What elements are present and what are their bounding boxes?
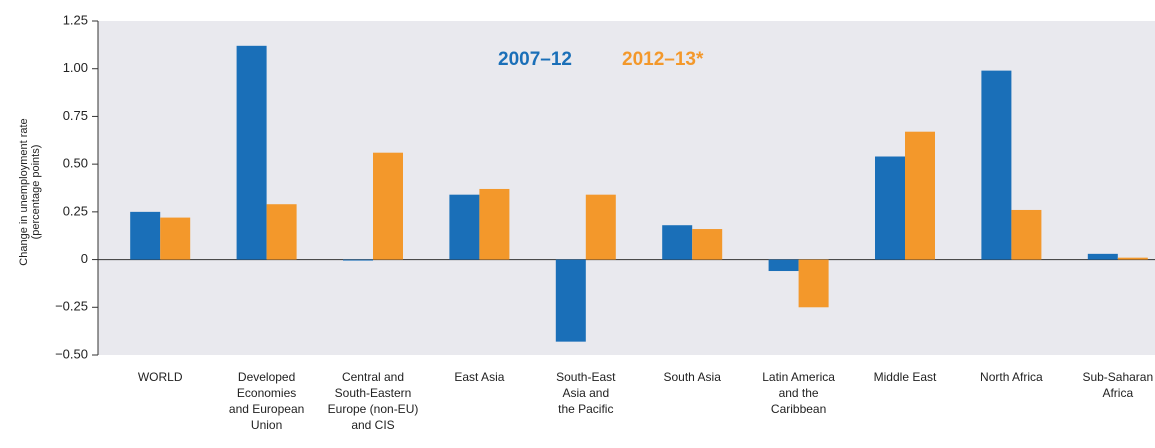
- y-axis-label: Change in unemployment rate (percentage …: [18, 118, 42, 266]
- y-tick-label: −0.50: [55, 346, 88, 361]
- legend-label: 2007–12: [498, 49, 572, 70]
- bar: [1117, 257, 1148, 260]
- x-tick-label: North Africa: [980, 370, 1043, 384]
- y-tick-label: 1.00: [63, 60, 88, 75]
- bar: [160, 217, 191, 260]
- bar: [981, 70, 1012, 260]
- bar: [768, 259, 799, 272]
- y-tick-label: 0.25: [63, 203, 88, 218]
- bar: [662, 225, 693, 260]
- x-tick-label: Middle East: [873, 370, 937, 384]
- bar: [236, 45, 267, 260]
- x-tick-label: Central and South-Eastern Europe (non-EU…: [327, 370, 419, 432]
- x-tick-label: WORLD: [137, 370, 183, 384]
- bar: [479, 188, 510, 260]
- y-tick-label: 0.75: [63, 108, 88, 123]
- x-tick-label: Sub-Saharan Africa: [1082, 370, 1154, 400]
- x-tick-label: South Asia: [663, 370, 721, 384]
- x-tick-label: East Asia: [454, 370, 505, 384]
- bar: [585, 194, 616, 260]
- y-tick-label: −0.25: [55, 299, 88, 314]
- x-tick-label: South-East Asia and the Pacific: [556, 370, 616, 416]
- bar: [1011, 209, 1042, 260]
- bar: [449, 194, 480, 260]
- y-tick-label: 1.25: [63, 12, 88, 27]
- bar: [373, 152, 403, 260]
- bar: [130, 211, 161, 260]
- bar: [1087, 253, 1118, 260]
- bar: [343, 259, 373, 261]
- bar: [692, 229, 723, 260]
- bar: [875, 156, 905, 260]
- y-tick-label: 0.50: [63, 156, 88, 171]
- y-tick-label: 0: [81, 251, 88, 266]
- plot-area: [98, 21, 1155, 355]
- x-tick-label: Developed Economies and European Union: [228, 370, 305, 432]
- legend-label: 2012–13*: [622, 49, 704, 70]
- bar: [555, 259, 586, 342]
- bar: [905, 131, 935, 260]
- bar: [798, 259, 829, 308]
- x-tick-label: Latin America and the Caribbean: [762, 370, 835, 416]
- bar: [266, 204, 297, 260]
